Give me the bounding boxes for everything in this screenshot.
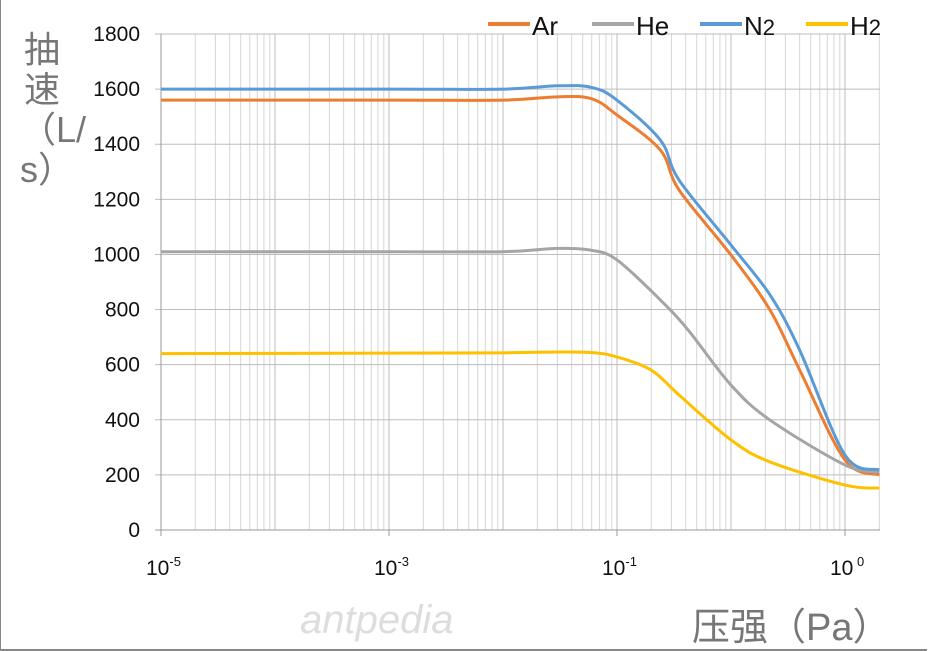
y-tick-label: 200 [105, 464, 140, 487]
y-tick-label: 1200 [93, 188, 140, 211]
watermark: antpedia [300, 598, 454, 642]
x-tick-label: 10 0 [830, 554, 864, 580]
y-tick-label: 1800 [93, 23, 140, 46]
y-tick-label: 800 [105, 299, 140, 322]
y-tick-label: 400 [105, 409, 140, 432]
legend-label-n2: N2 [744, 11, 775, 41]
y-tick-label: 1400 [93, 133, 140, 156]
y-tick-label: 1600 [93, 78, 140, 101]
legend-label-h2: H2 [850, 11, 881, 41]
y-tick-label: 600 [105, 354, 140, 377]
x-tick-label: 10-1 [602, 554, 637, 580]
x-tick-label: 10-3 [374, 554, 409, 580]
series-line-he [160, 246, 880, 474]
series-line-ar [161, 95, 880, 477]
legend-label-ar: Ar [532, 11, 558, 41]
y-axis-title: 抽速（L/s） [20, 29, 87, 190]
x-tick-label: 10-5 [146, 554, 181, 580]
x-axis-title: 压强（Pa） [692, 607, 891, 649]
legend-label-he: He [636, 11, 669, 41]
y-tick-label: 0 [128, 519, 140, 542]
series-line-n2 [161, 84, 880, 472]
series-line-h2 [160, 350, 880, 490]
y-tick-label: 1000 [93, 243, 140, 266]
